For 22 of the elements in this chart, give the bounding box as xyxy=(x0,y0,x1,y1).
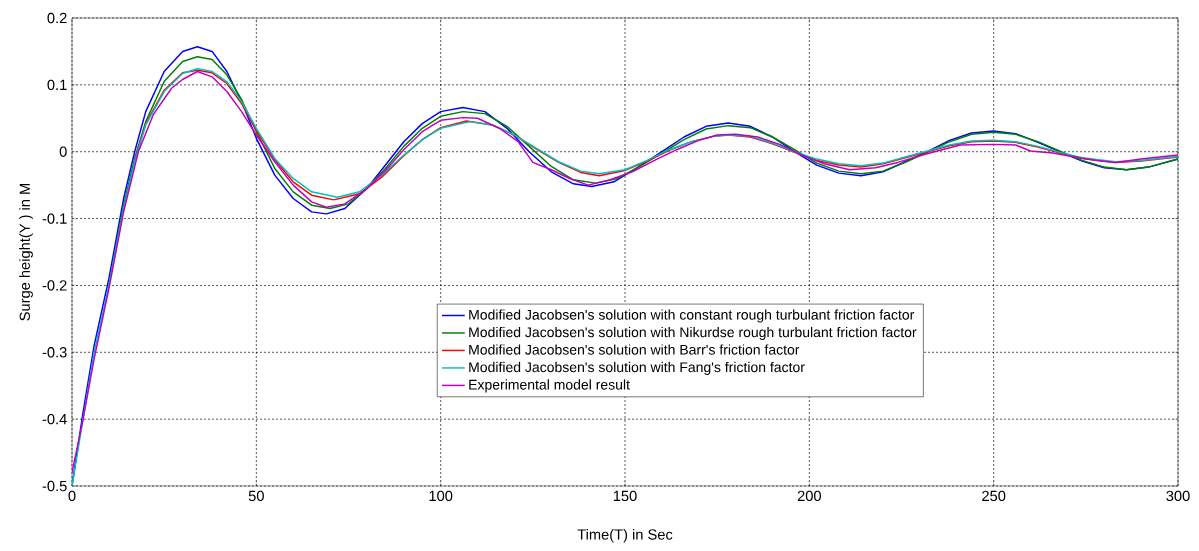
legend-label: Modified Jacobsen's solution with constant rough turbulant friction factor xyxy=(469,309,915,323)
x-tick-label: 50 xyxy=(248,490,264,502)
y-axis-title: Surge height(Y ) in M xyxy=(19,183,33,321)
y-tick-label: 0.1 xyxy=(47,79,67,91)
legend-label: Modified Jacobsen's solution with Fang's friction factor xyxy=(469,361,805,375)
y-tick-label: -0.4 xyxy=(42,413,67,425)
legend-label: Modified Jacobsen's solution with Barr's friction factor xyxy=(469,344,800,355)
x-tick-label: 150 xyxy=(613,490,637,502)
y-tick-label: -0.3 xyxy=(42,347,67,358)
y-tick-label: 0.2 xyxy=(47,12,67,24)
y-tick-label: 0 xyxy=(59,146,67,157)
x-tick-label: 300 xyxy=(1166,490,1190,502)
x-axis-title: Time(T) in Sec xyxy=(577,528,673,543)
legend-label: Modified Jacobsen's solution with Nikurdse rough turbulant friction factor xyxy=(469,326,917,340)
y-tick-label: -0.2 xyxy=(42,280,67,291)
x-tick-label: 200 xyxy=(797,490,821,502)
x-tick-label: 0 xyxy=(68,490,76,502)
y-tick-label: -0.1 xyxy=(42,213,67,224)
y-tick-label: -0.5 xyxy=(42,480,67,492)
x-tick-label: 250 xyxy=(982,490,1006,502)
x-tick-label: 100 xyxy=(429,490,453,502)
legend-label: Experimental model result xyxy=(469,379,630,393)
